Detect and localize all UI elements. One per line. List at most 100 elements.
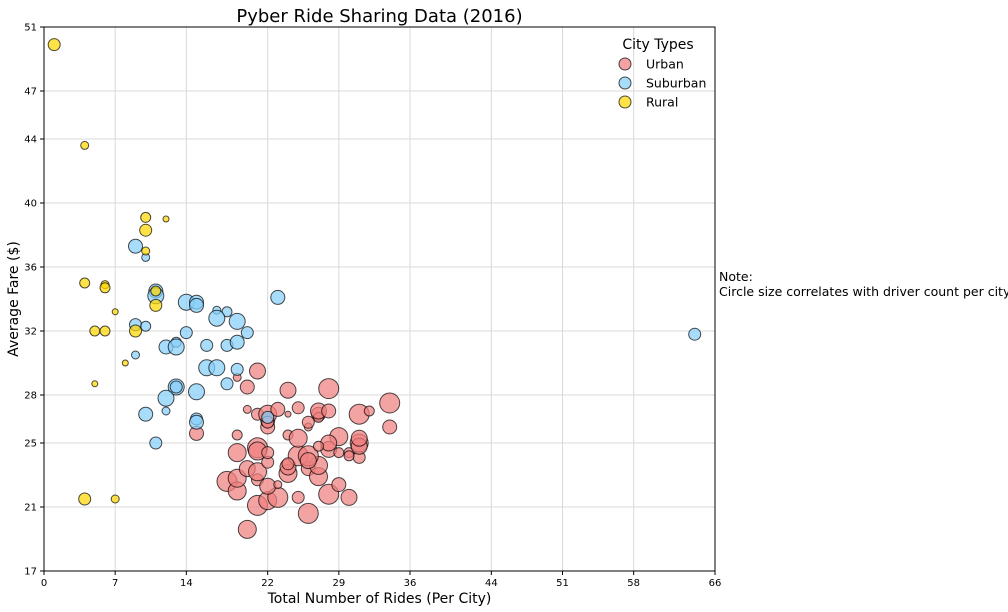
urban-data-point	[231, 429, 243, 441]
rural-data-point	[110, 494, 120, 504]
y-tick-label: 25	[24, 439, 37, 450]
urban-data-point	[270, 401, 286, 417]
legend-label-rural: Rural	[646, 95, 678, 110]
urban-data-point	[248, 462, 267, 482]
suburban-data-point	[161, 406, 171, 416]
suburban-data-point	[228, 312, 246, 330]
x-axis-label: Total Number of Rides (Per City)	[267, 591, 492, 607]
urban-data-point	[379, 392, 401, 414]
urban-data-point	[239, 379, 255, 395]
urban-data-point	[331, 477, 347, 493]
rural-data-point	[91, 380, 99, 388]
suburban-data-point	[138, 406, 154, 422]
suburban-data-point	[169, 380, 183, 394]
urban-data-point	[313, 440, 324, 452]
note-text: Circle size correlates with driver count…	[719, 284, 1008, 299]
rural-data-point	[80, 140, 90, 150]
y-tick-label: 36	[24, 263, 37, 274]
rural-data-point	[149, 298, 163, 312]
suburban-data-point	[179, 326, 193, 340]
urban-data-point	[301, 415, 315, 429]
y-tick-label: 28	[24, 391, 37, 402]
chart-note: Note: Circle size correlates with driver…	[719, 269, 1008, 299]
suburban-data-point	[208, 359, 226, 377]
note-heading: Note:	[719, 269, 753, 284]
urban-data-point	[284, 410, 292, 418]
urban-data-point	[261, 446, 275, 460]
urban-data-point	[273, 480, 283, 490]
suburban-data-point	[140, 320, 152, 332]
rural-data-point	[111, 308, 119, 316]
suburban-data-point	[229, 334, 245, 350]
legend-marker-urban	[618, 57, 632, 71]
legend-title: City Types	[622, 37, 693, 53]
legend: City Types Urban Suburban Rural	[618, 37, 706, 110]
suburban-data-point	[128, 238, 143, 254]
urban-data-point	[321, 403, 337, 419]
urban-data-point	[279, 381, 297, 399]
y-tick-label: 17	[24, 567, 37, 578]
urban-data-point	[318, 378, 340, 400]
urban-data-point	[288, 428, 308, 448]
plot-area	[43, 26, 716, 572]
suburban-data-point	[131, 350, 140, 360]
rural-data-point	[150, 285, 162, 297]
urban-data-point	[297, 502, 319, 524]
urban-data-point	[291, 401, 305, 415]
y-tick-label: 21	[24, 503, 37, 514]
urban-series	[189, 362, 401, 539]
rural-data-point	[79, 277, 91, 289]
rural-data-point	[162, 215, 170, 223]
y-tick-label: 32	[24, 327, 37, 338]
y-tick-label: 40	[24, 199, 37, 210]
urban-data-point	[259, 477, 277, 495]
y-axis-label: Average Fare ($)	[6, 241, 22, 357]
urban-data-point	[363, 405, 375, 417]
x-tick-label: 58	[627, 578, 640, 589]
suburban-data-point	[189, 414, 204, 430]
x-tick-label: 36	[404, 578, 417, 589]
rural-data-point	[89, 325, 101, 337]
suburban-data-point	[688, 327, 702, 341]
suburban-data-point	[270, 289, 286, 305]
urban-data-point	[237, 519, 257, 539]
rural-data-point	[129, 324, 142, 338]
urban-data-point	[343, 450, 355, 462]
rural-series	[47, 38, 170, 506]
rural-data-point	[99, 325, 111, 337]
x-tick-label: 22	[261, 578, 274, 589]
suburban-series	[128, 238, 702, 450]
y-tick-label: 44	[24, 135, 37, 146]
legend-marker-rural	[618, 95, 632, 109]
urban-data-point	[249, 362, 266, 380]
x-tick-label: 14	[180, 578, 193, 589]
suburban-data-point	[167, 338, 185, 356]
suburban-data-point	[240, 326, 254, 340]
suburban-data-point	[200, 338, 214, 352]
urban-data-point	[382, 419, 398, 435]
axis-ticks: 0 7 14 22 29 36 44 51 58 66 17 21 25 28 32 36 40 44 47 51	[24, 23, 721, 590]
urban-data-point	[291, 490, 305, 504]
x-tick-label: 29	[332, 578, 345, 589]
data-points	[47, 38, 702, 539]
rural-data-point	[47, 38, 61, 52]
suburban-data-point	[261, 410, 275, 424]
suburban-data-point	[188, 383, 205, 401]
legend-label-urban: Urban	[646, 57, 684, 72]
suburban-data-point	[157, 389, 175, 407]
rural-data-point	[78, 492, 92, 506]
urban-data-point	[350, 429, 368, 447]
urban-data-point	[340, 488, 358, 506]
legend-label-suburban: Suburban	[646, 76, 706, 91]
rural-data-point	[141, 246, 151, 256]
suburban-data-point	[149, 436, 163, 450]
rural-data-point	[139, 223, 153, 237]
urban-data-point	[281, 457, 295, 471]
x-tick-label: 51	[556, 578, 569, 589]
chart-title: Pyber Ride Sharing Data (2016)	[236, 6, 522, 27]
x-tick-label: 7	[112, 578, 118, 589]
suburban-data-point	[220, 377, 234, 391]
suburban-data-point	[208, 309, 226, 327]
